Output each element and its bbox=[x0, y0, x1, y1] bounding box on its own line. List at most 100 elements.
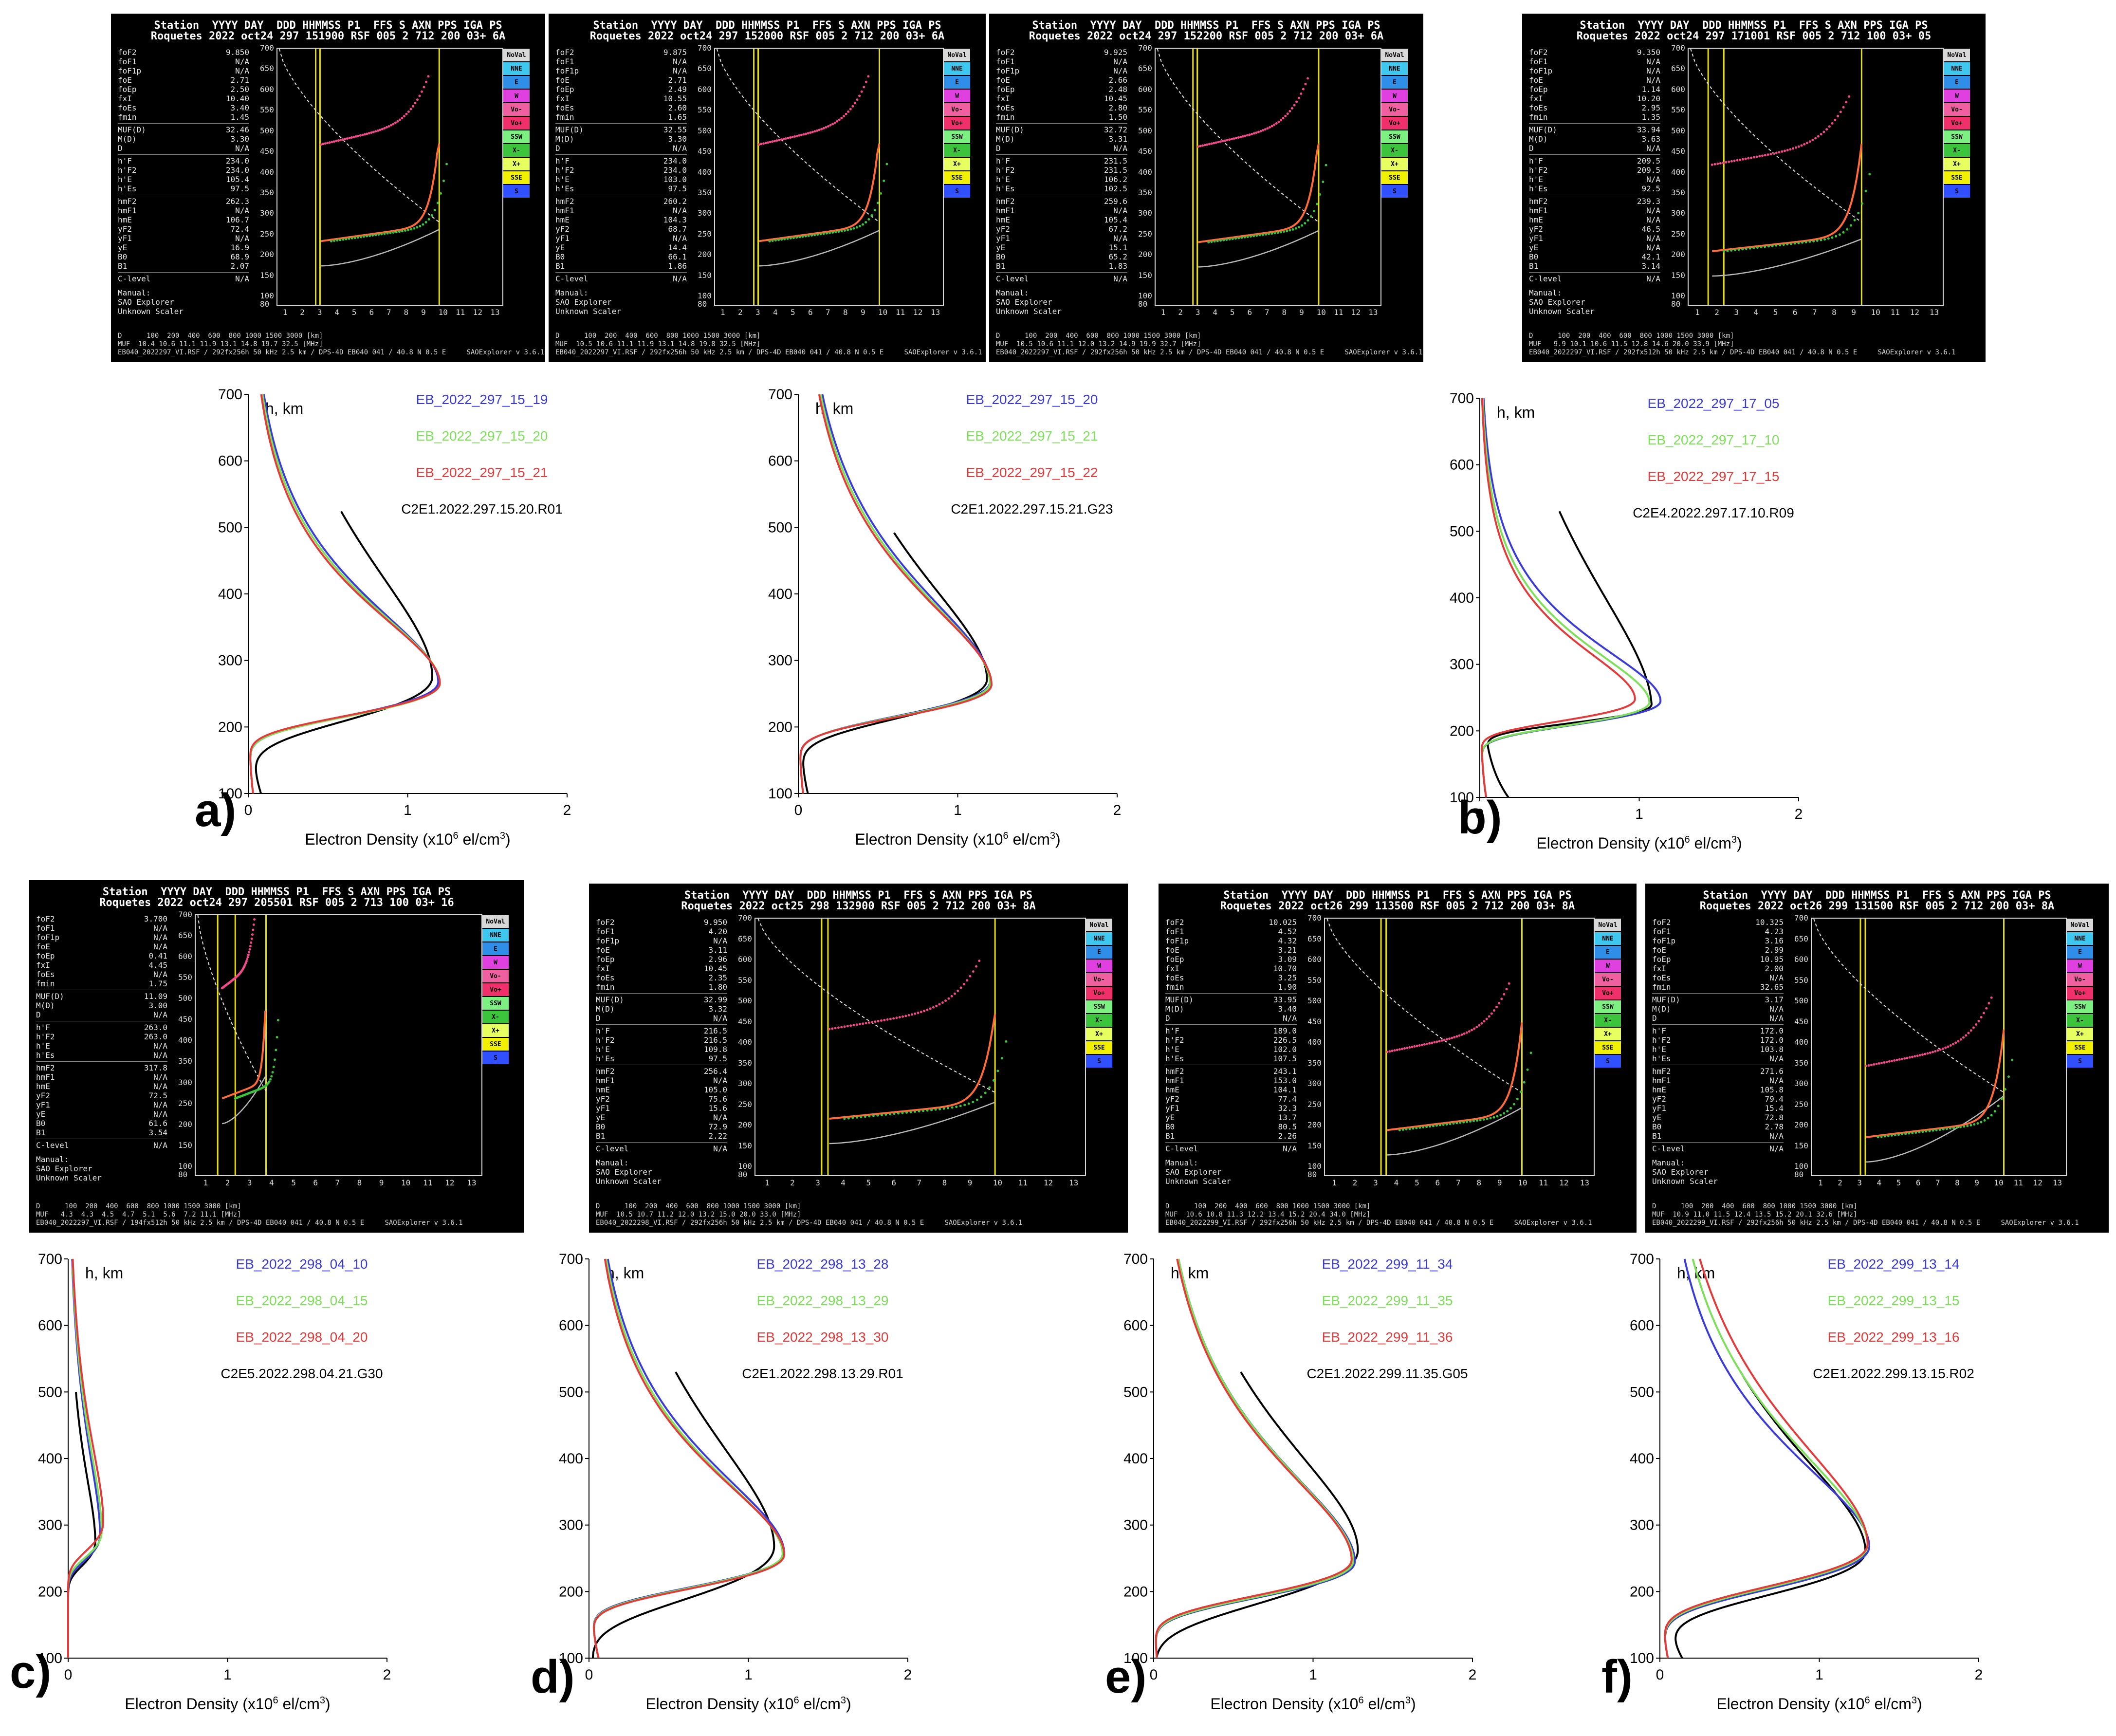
param-name: M(D) bbox=[1529, 134, 1548, 144]
ionogram-multihop-echo-point bbox=[1820, 133, 1822, 136]
ionogram-legend-chip: X+ bbox=[944, 158, 970, 170]
param-value: 271.6 bbox=[1760, 1067, 1784, 1076]
param-name: yF1 bbox=[996, 234, 1010, 243]
ionogram-x-trace-point bbox=[1294, 227, 1297, 230]
param-row: foF2 9.850 bbox=[118, 48, 249, 57]
ionogram-multihop-echo-point bbox=[902, 1015, 904, 1018]
param-row: foEs 2.35 bbox=[596, 973, 727, 982]
ionogram-title: Station YYYY DAY DDD HHMMSS P1 FFS S AXN… bbox=[1159, 890, 1637, 912]
ionogram-x-trace-point bbox=[1835, 235, 1838, 238]
ionogram-x-trace-point bbox=[918, 1110, 920, 1113]
y-tick-label: 600 bbox=[1630, 1318, 1654, 1334]
ionogram-multihop-echo-point bbox=[337, 139, 340, 142]
ionogram-multihop-echo-point bbox=[1448, 1037, 1451, 1040]
ionogram-multihop-echo-point bbox=[344, 138, 347, 141]
param-divider bbox=[1165, 1024, 1297, 1025]
ionogram-legend-chip: NoVal bbox=[482, 915, 509, 928]
param-name: B1 bbox=[996, 261, 1006, 271]
ionogram-x-tick: 10 bbox=[401, 1178, 411, 1187]
param-name: h'F2 bbox=[596, 1035, 615, 1045]
param-name: foF2 bbox=[1165, 918, 1184, 927]
ionogram-multihop-echo-point bbox=[929, 1007, 932, 1010]
ionogram-legend-chip: NoVal bbox=[2067, 919, 2093, 931]
ionogram-traces bbox=[757, 919, 1008, 1175]
ionogram-legend-chip: S bbox=[1086, 1055, 1112, 1068]
param-name: fmin bbox=[555, 112, 574, 122]
param-value: 97.5 bbox=[708, 1054, 727, 1063]
ionogram-multihop-echo-point bbox=[941, 1001, 944, 1004]
ionogram-legend-chip: Vo- bbox=[1944, 103, 1970, 116]
param-value: 103.0 bbox=[663, 175, 687, 184]
ionogram-multihop-echo-point bbox=[1728, 160, 1730, 163]
param-row: hmF1 N/A bbox=[36, 1072, 167, 1082]
ionogram-title-line1: Station YYYY DAY DDD HHMMSS P1 FFS S AXN… bbox=[102, 886, 451, 898]
ionogram-y-tick: 350 bbox=[1671, 187, 1685, 197]
ionogram-x-tick: 9 bbox=[379, 1178, 384, 1187]
ionogram-x-trace-point bbox=[804, 235, 807, 238]
param-row: foF1 N/A bbox=[1529, 57, 1660, 66]
param-row: h'F2 234.0 bbox=[555, 166, 687, 175]
ionogram-multihop-echo-point bbox=[248, 948, 251, 951]
param-row: foF1 N/A bbox=[36, 923, 167, 933]
ionogram-x-trace-point bbox=[1213, 240, 1216, 243]
ionogram-multihop-echo-point bbox=[420, 90, 423, 93]
ionogram-x-trace-point bbox=[1462, 1121, 1465, 1124]
ionogram-x-tick: 3 bbox=[1857, 1178, 1862, 1187]
ionogram-y-tick: 150 bbox=[1794, 1141, 1808, 1150]
param-row: h'F 234.0 bbox=[555, 156, 687, 166]
ionogram-plot-frame bbox=[754, 918, 1086, 1176]
ionogram-multihop-echo-point bbox=[1883, 1061, 1886, 1064]
ionogram-multihop-echo-point bbox=[348, 137, 351, 140]
ionogram-x-tick: 2 bbox=[300, 308, 305, 317]
ionogram-multihop-echo-point bbox=[1814, 137, 1817, 140]
profile-series-line bbox=[1481, 398, 1636, 798]
ionogram-y-tick: 100 bbox=[1671, 291, 1685, 301]
ionogram-multihop-echo-point bbox=[917, 1011, 920, 1014]
param-value: 109.8 bbox=[703, 1045, 727, 1054]
ionogram-x-trace-point bbox=[885, 163, 888, 166]
ionogram-multihop-echo-point bbox=[1480, 1022, 1483, 1025]
param-name: h'Es bbox=[555, 184, 574, 193]
param-value: N/A bbox=[673, 234, 687, 243]
ionogram-x-trace-point bbox=[1928, 1129, 1931, 1132]
ionogram-y-tick: 80 bbox=[1307, 1170, 1317, 1179]
ionogram-multihop-echo-point bbox=[1239, 135, 1242, 138]
ionogram-x-trace-point bbox=[1005, 1040, 1008, 1043]
ionogram-multihop-echo-point bbox=[1722, 161, 1725, 164]
ionogram-legend-chip: W bbox=[944, 90, 970, 102]
ionogram-multihop-echo-point bbox=[1463, 1032, 1466, 1035]
ionogram-multihop-echo-point bbox=[898, 1016, 901, 1019]
x-tick-label: 0 bbox=[585, 1667, 593, 1683]
param-value: 4.23 bbox=[1765, 927, 1784, 936]
ionogram-x-tick: 2 bbox=[1714, 308, 1719, 317]
param-name: h'F bbox=[36, 1023, 50, 1032]
scaler-label: Unknown Scaler bbox=[555, 307, 621, 316]
ionogram-multihop-echo-point bbox=[1972, 1026, 1975, 1029]
legend-entry: EB_2022_297_17_10 bbox=[1648, 432, 1780, 447]
param-value: 3.700 bbox=[144, 914, 167, 923]
ionogram-x-trace-point bbox=[336, 239, 339, 242]
param-row: yF1 N/A bbox=[996, 234, 1127, 243]
ionogram-multihop-echo-point bbox=[904, 1015, 907, 1017]
param-row: yF1 N/A bbox=[555, 234, 687, 243]
scaler-label: SAO Explorer bbox=[1529, 297, 1585, 307]
param-row: foEs 2.95 bbox=[1529, 103, 1660, 112]
legend-entry: C2E1.2022.297.15.20.R01 bbox=[401, 501, 563, 517]
scaler-label: Manual: bbox=[118, 288, 151, 297]
ionogram-x-trace-point bbox=[1949, 1127, 1951, 1130]
ionogram-x-tick: 7 bbox=[335, 1178, 340, 1187]
ionogram-legend-chip: X+ bbox=[1381, 158, 1408, 170]
param-value: N/A bbox=[1646, 57, 1660, 66]
ionogram-x-trace-point bbox=[433, 208, 436, 211]
ionogram-title-line2: Roquetes 2022 oct24 297 152200 RSF 005 2… bbox=[1029, 30, 1384, 42]
param-row: h'F2 263.0 bbox=[36, 1032, 167, 1041]
ionogram-footer: D 100 200 400 600 800 1000 1500 3000 [km… bbox=[555, 332, 982, 357]
ionogram-x-trace-point bbox=[339, 239, 342, 241]
ionogram-x-tick: 10 bbox=[878, 308, 888, 317]
ionogram-x-trace-point bbox=[1868, 173, 1871, 176]
ionogram-multihop-echo-point bbox=[1485, 1017, 1488, 1020]
ionogram-y-tick: 650 bbox=[260, 64, 274, 74]
param-name: yF2 bbox=[1652, 1094, 1666, 1104]
param-name: foEp bbox=[1652, 955, 1671, 964]
